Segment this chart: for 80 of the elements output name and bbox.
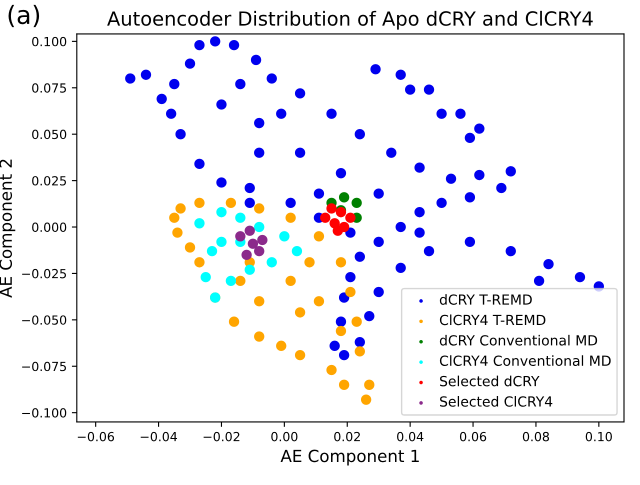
legend-label: Selected ClCRY4	[440, 396, 552, 407]
point	[292, 246, 302, 256]
point	[314, 231, 324, 242]
point	[352, 316, 362, 327]
point	[294, 307, 306, 318]
point	[286, 276, 296, 286]
point	[254, 331, 264, 342]
x-tick-label: −0.02	[204, 432, 240, 442]
point	[279, 231, 290, 242]
point	[200, 272, 211, 282]
x-tick-label: 0.06	[460, 432, 486, 442]
point	[228, 316, 240, 327]
point	[286, 212, 296, 223]
point	[216, 207, 227, 218]
legend-label: dCRY Conventional MD	[440, 334, 598, 346]
point	[235, 231, 246, 242]
point	[194, 257, 205, 268]
point	[326, 203, 337, 214]
x-tick-label: −0.06	[78, 432, 114, 442]
y-tick-label: −0.075	[22, 362, 66, 372]
point	[244, 264, 255, 275]
y-tick-label: 0.050	[32, 130, 66, 140]
x-axis-title: AE Component 1	[280, 450, 419, 466]
x-tick-label: 0.00	[271, 432, 298, 442]
point	[216, 236, 227, 248]
point	[266, 257, 277, 268]
point	[345, 286, 356, 298]
point	[235, 212, 246, 223]
point	[320, 212, 330, 223]
legend-label: ClCRY4 Conventional MD	[440, 355, 611, 366]
x-tick-label: 0.04	[397, 432, 424, 442]
point	[184, 242, 196, 253]
point	[338, 192, 350, 202]
point	[226, 276, 236, 286]
x-tick-label: 0.10	[586, 432, 612, 442]
point	[336, 257, 346, 268]
point	[194, 218, 205, 228]
point	[304, 257, 315, 268]
point	[276, 340, 286, 351]
point	[172, 227, 183, 238]
point	[244, 226, 255, 236]
point	[257, 234, 268, 246]
y-tick-label: 0.075	[32, 83, 66, 93]
point	[338, 380, 350, 390]
point	[169, 212, 180, 223]
point	[254, 296, 264, 306]
x-tick-label: −0.04	[140, 432, 178, 442]
point	[336, 326, 346, 336]
point	[241, 250, 252, 260]
point	[332, 226, 343, 236]
y-tick-label: 0.100	[32, 36, 66, 46]
point	[354, 346, 365, 357]
chart-title: Autoencoder Distribution of Apo dCRY and ClCRY4	[107, 10, 593, 30]
x-tick-label: 0.08	[522, 432, 550, 442]
point	[194, 198, 205, 208]
point	[314, 296, 324, 306]
legend-label: Selected dCRY	[440, 376, 540, 386]
y-tick-label: −0.050	[22, 315, 66, 325]
point	[254, 222, 264, 232]
y-tick-label: −0.100	[22, 408, 66, 418]
y-tick-label: 0.000	[32, 222, 66, 232]
legend-label: dCRY T-REMD	[440, 294, 532, 305]
point	[352, 198, 362, 208]
text: (a)	[8, 4, 40, 28]
point	[235, 276, 246, 286]
y-tick-label: 0.025	[32, 176, 66, 186]
point	[254, 203, 264, 214]
point	[226, 198, 236, 208]
point	[360, 394, 372, 405]
legend-label: ClCRY4 T-REMD	[440, 314, 546, 326]
x-tick-label: 0.02	[334, 432, 360, 442]
point	[175, 203, 186, 214]
point	[206, 246, 218, 256]
point	[254, 246, 264, 256]
point	[345, 212, 356, 223]
point	[364, 380, 374, 390]
point	[294, 350, 306, 360]
point	[326, 364, 337, 376]
y-tick-label: −0.025	[22, 268, 66, 278]
point	[248, 238, 258, 249]
